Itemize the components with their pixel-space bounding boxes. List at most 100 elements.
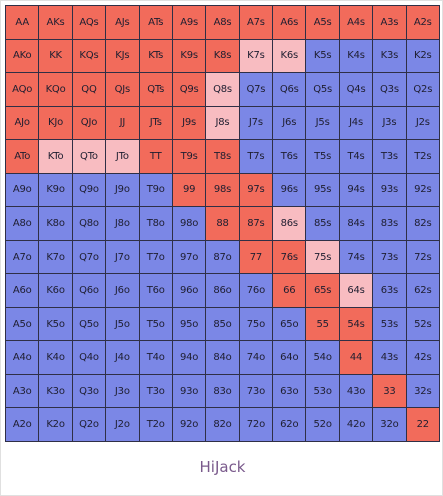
hand-cell-AKo: AKo bbox=[5, 38, 40, 74]
hand-cell-97s: 97s bbox=[238, 172, 274, 208]
hand-cell-JTs: JTs bbox=[138, 105, 173, 141]
hand-cell-74o: 74o bbox=[238, 340, 274, 375]
hand-cell-Q6s: Q6s bbox=[272, 72, 307, 107]
hand-cell-J3o: J3o bbox=[105, 373, 140, 409]
hand-cell-A4s: A4s bbox=[338, 5, 374, 40]
hand-cell-33: 33 bbox=[372, 373, 407, 409]
hand-cell-Q5s: Q5s bbox=[305, 72, 340, 107]
hand-cell-Q8s: Q8s bbox=[205, 72, 240, 107]
hand-cell-97o: 97o bbox=[171, 239, 207, 275]
hand-cell-T7o: T7o bbox=[138, 239, 173, 275]
hand-cell-96o: 96o bbox=[171, 273, 207, 308]
hand-cell-74s: 74s bbox=[338, 239, 374, 275]
hand-cell-K8o: K8o bbox=[38, 206, 73, 241]
hand-cell-KJo: KJo bbox=[38, 105, 73, 141]
hand-cell-63s: 63s bbox=[372, 273, 407, 308]
hand-cell-64o: 64o bbox=[272, 340, 307, 375]
hand-cell-K5s: K5s bbox=[305, 38, 340, 74]
hand-cell-A6o: A6o bbox=[5, 273, 40, 308]
hand-cell-J7o: J7o bbox=[105, 239, 140, 275]
hand-cell-K3o: K3o bbox=[38, 373, 73, 409]
hand-cell-T3s: T3s bbox=[372, 139, 407, 174]
hand-cell-T5s: T5s bbox=[305, 139, 340, 174]
hand-cell-J7s: J7s bbox=[238, 105, 274, 141]
hand-cell-73s: 73s bbox=[372, 239, 407, 275]
hand-cell-AKs: AKs bbox=[38, 5, 73, 40]
hand-cell-93o: 93o bbox=[171, 373, 207, 409]
hand-cell-QQ: QQ bbox=[71, 72, 107, 107]
hand-cell-43o: 43o bbox=[338, 373, 374, 409]
hand-cell-J4o: J4o bbox=[105, 340, 140, 375]
hand-cell-KTo: KTo bbox=[38, 139, 73, 174]
hand-cell-QJo: QJo bbox=[71, 105, 107, 141]
hand-cell-T6o: T6o bbox=[138, 273, 173, 308]
hand-cell-94s: 94s bbox=[338, 172, 374, 208]
hand-cell-J8o: J8o bbox=[105, 206, 140, 241]
hand-cell-AQs: AQs bbox=[71, 5, 107, 40]
hand-cell-A5s: A5s bbox=[305, 5, 340, 40]
hand-cell-66: 66 bbox=[272, 273, 307, 308]
hand-cell-J9s: J9s bbox=[171, 105, 207, 141]
hand-range-grid: AA AKs AQs AJs ATs A9s A8s A7s A6s A5s A4s A3s A2s AK… bbox=[5, 5, 440, 442]
hand-cell-Q9o: Q9o bbox=[71, 172, 107, 208]
hand-cell-52o: 52o bbox=[305, 407, 340, 442]
hand-cell-85s: 85s bbox=[305, 206, 340, 241]
hand-cell-K7s: K7s bbox=[238, 38, 274, 74]
hand-cell-86o: 86o bbox=[205, 273, 240, 308]
hand-cell-55: 55 bbox=[305, 306, 340, 342]
hand-cell-JTo: JTo bbox=[105, 139, 140, 174]
hand-cell-J6s: J6s bbox=[272, 105, 307, 141]
hand-cell-86s: 86s bbox=[272, 206, 307, 241]
hand-cell-76o: 76o bbox=[238, 273, 274, 308]
hand-cell-93s: 93s bbox=[372, 172, 407, 208]
hand-cell-K2s: K2s bbox=[405, 38, 440, 74]
hand-cell-73o: 73o bbox=[238, 373, 274, 409]
hand-cell-A8s: A8s bbox=[205, 5, 240, 40]
hand-cell-87s: 87s bbox=[238, 206, 274, 241]
hand-cell-T8o: T8o bbox=[138, 206, 173, 241]
hand-cell-43s: 43s bbox=[372, 340, 407, 375]
hand-cell-Q2s: Q2s bbox=[405, 72, 440, 107]
hand-cell-98s: 98s bbox=[205, 172, 240, 208]
hand-cell-QTs: QTs bbox=[138, 72, 173, 107]
hand-cell-77: 77 bbox=[238, 239, 274, 275]
hand-cell-62s: 62s bbox=[405, 273, 440, 308]
hand-cell-83s: 83s bbox=[372, 206, 407, 241]
hand-cell-75o: 75o bbox=[238, 306, 274, 342]
hand-cell-63o: 63o bbox=[272, 373, 307, 409]
hand-cell-A9s: A9s bbox=[171, 5, 207, 40]
hand-cell-T3o: T3o bbox=[138, 373, 173, 409]
hand-cell-A3o: A3o bbox=[5, 373, 40, 409]
hand-cell-A7o: A7o bbox=[5, 239, 40, 275]
hand-cell-J5s: J5s bbox=[305, 105, 340, 141]
hand-cell-J2o: J2o bbox=[105, 407, 140, 442]
hand-cell-A4o: A4o bbox=[5, 340, 40, 375]
hand-cell-KK: KK bbox=[38, 38, 73, 74]
hand-cell-K7o: K7o bbox=[38, 239, 73, 275]
hand-cell-T4o: T4o bbox=[138, 340, 173, 375]
hand-cell-A3s: A3s bbox=[372, 5, 407, 40]
hand-cell-85o: 85o bbox=[205, 306, 240, 342]
hand-cell-72s: 72s bbox=[405, 239, 440, 275]
hand-cell-94o: 94o bbox=[171, 340, 207, 375]
hand-cell-32s: 32s bbox=[405, 373, 440, 409]
hand-cell-65s: 65s bbox=[305, 273, 340, 308]
hand-cell-Q7o: Q7o bbox=[71, 239, 107, 275]
hand-cell-K9s: K9s bbox=[171, 38, 207, 74]
hand-cell-76s: 76s bbox=[272, 239, 307, 275]
hand-cell-J9o: J9o bbox=[105, 172, 140, 208]
hand-cell-K4s: K4s bbox=[338, 38, 374, 74]
hand-cell-K2o: K2o bbox=[38, 407, 73, 442]
hand-cell-J4s: J4s bbox=[338, 105, 374, 141]
hand-cell-95s: 95s bbox=[305, 172, 340, 208]
hand-cell-92s: 92s bbox=[405, 172, 440, 208]
hand-cell-52s: 52s bbox=[405, 306, 440, 342]
hand-cell-99: 99 bbox=[171, 172, 207, 208]
hand-cell-Q3o: Q3o bbox=[71, 373, 107, 409]
hand-cell-K5o: K5o bbox=[38, 306, 73, 342]
hand-cell-KQo: KQo bbox=[38, 72, 73, 107]
hand-cell-54o: 54o bbox=[305, 340, 340, 375]
hand-cell-T5o: T5o bbox=[138, 306, 173, 342]
hand-cell-K6s: K6s bbox=[272, 38, 307, 74]
